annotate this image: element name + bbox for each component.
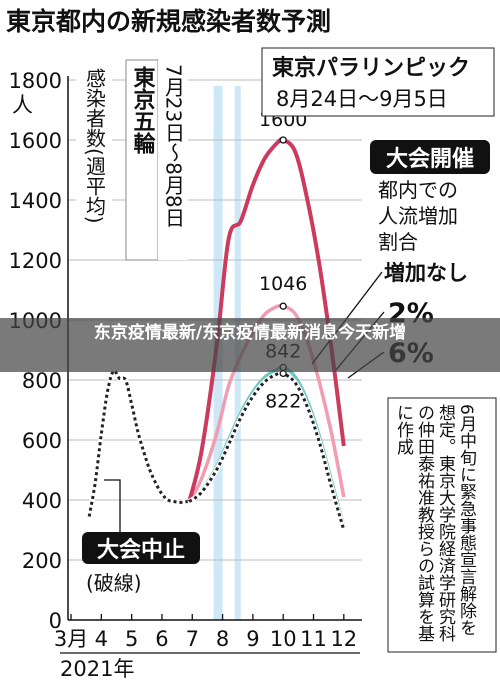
none-label: 増加なし — [384, 261, 468, 285]
y-ticks: 020040060080010001200140016001800 — [9, 69, 62, 633]
x-tick-label: 6 — [155, 627, 168, 651]
y-tick-label: 1400 — [9, 189, 62, 213]
para-dates: 8月24日〜9月5日 — [276, 87, 448, 111]
y-tick-label: 600 — [22, 429, 62, 453]
watermark-caption-text: 东京疫情最新/东京疫情最新消息今天新增 — [93, 323, 407, 343]
hold-desc-3: 割合 — [378, 230, 418, 254]
watermark-caption: 东京疫情最新/东京疫情最新消息今天新增 — [0, 318, 500, 372]
x-tick-label: 3月 — [54, 627, 88, 651]
source-note-wrap: 6月中旬に緊急事態宣言解除を想定。東京大学院経済学研究科の仲田泰祐准教授らの試算… — [392, 404, 492, 648]
y-axis-label: 感染者数(週平均) — [82, 68, 107, 229]
cancel-badge-bg — [82, 532, 200, 564]
chart-title: 東京都内の新規感染者数予測 — [6, 7, 331, 36]
x-tick-label: 9 — [246, 627, 259, 651]
hold-desc-1: 都内での — [378, 178, 458, 202]
para-box — [261, 47, 495, 117]
peak-marker — [279, 136, 287, 144]
gorin-dates: 7月23日〜8月8日 — [161, 64, 186, 228]
y-unit: 人 — [12, 93, 33, 117]
x-tick-label: 10 — [270, 627, 297, 651]
gorin-title: 東京五輪 — [129, 66, 155, 154]
series-line-actual — [87, 369, 188, 517]
y-tick-label: 1800 — [9, 69, 62, 93]
y-tick-label: 1600 — [9, 129, 62, 153]
cancel-desc: (破線) — [86, 571, 142, 595]
gorin-dates-bg — [158, 60, 188, 260]
gorin-dates-wrap: 7月23日〜8月8日 — [160, 64, 186, 233]
series-lines — [86, 137, 347, 531]
hold-badge-bg — [370, 140, 490, 174]
x-tick-label: 12 — [330, 627, 357, 651]
source-note-box — [387, 397, 497, 653]
peak-marker — [279, 302, 287, 310]
x-tick-label: 11 — [300, 627, 327, 651]
y-tick-label: 0 — [49, 609, 62, 633]
y-tick-label: 200 — [22, 549, 62, 573]
para-title: 東京パラリンピック — [272, 55, 470, 81]
series-line-cancelled — [188, 371, 346, 531]
y-axis-label-box — [76, 64, 112, 239]
y-tick-label: 800 — [22, 369, 62, 393]
x-ticks: 3月 4 5 6 7 8 9 10 11 12 — [54, 614, 357, 651]
cancel-leader — [104, 479, 121, 532]
cancel-badge: 大会中止 — [97, 537, 185, 563]
x-tick-label: 4 — [95, 627, 108, 651]
x-tick-label: 5 — [125, 627, 138, 651]
source-note: 6月中旬に緊急事態宣言解除を想定。東京大学院経済学研究科の仲田泰祐准教授らの試算… — [393, 404, 476, 642]
peak-label: 1046 — [259, 273, 307, 295]
x-tick-label: 8 — [216, 627, 229, 651]
series-line-increase-6pct — [187, 303, 346, 503]
year-label: 2021年 — [60, 657, 134, 681]
x-tick-label: 7 — [186, 627, 199, 651]
gorin-badge-bg — [125, 59, 159, 261]
y-tick-label: 1200 — [9, 249, 62, 273]
y-axis-label-text: 感染者数(週平均) — [82, 68, 107, 224]
hold-desc-2: 人流増加 — [378, 204, 458, 228]
hold-badge: 大会開催 — [386, 146, 474, 172]
y-tick-label: 400 — [22, 489, 62, 513]
gorin-title-wrap: 東京五輪 — [129, 66, 155, 159]
peak-label: 822 — [265, 390, 301, 412]
series-halo-actual — [86, 368, 188, 517]
